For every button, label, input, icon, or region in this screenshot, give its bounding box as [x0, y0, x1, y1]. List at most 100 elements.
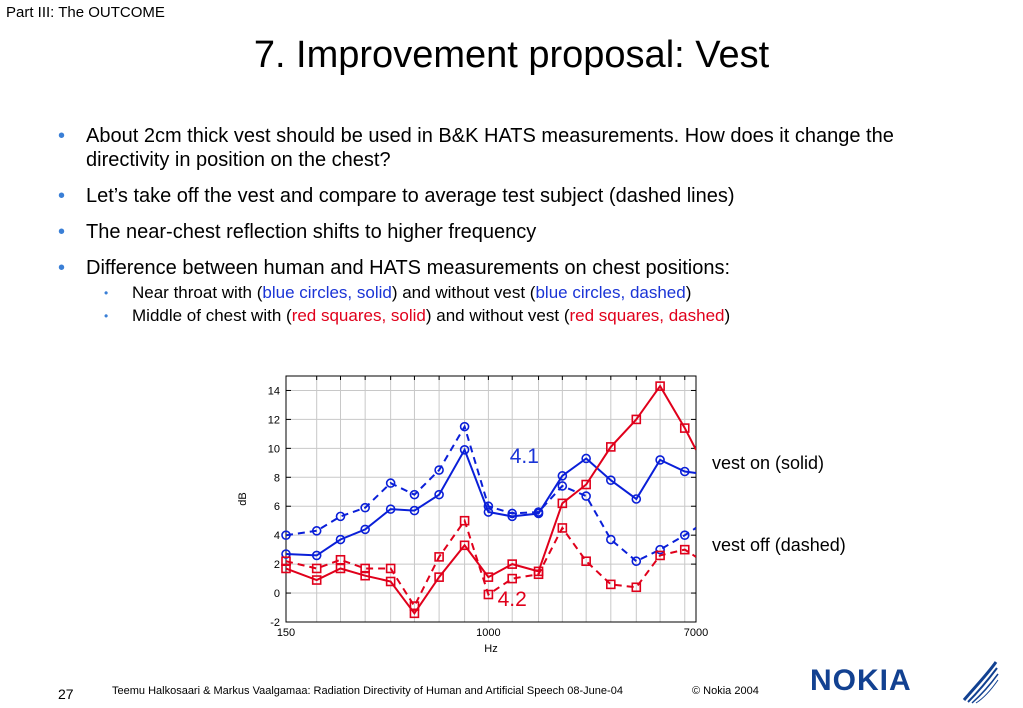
bullet-text: Let’s take off the vest and compare to a… — [86, 185, 735, 207]
bullet-item: • Difference between human and HATS measu… — [58, 256, 958, 327]
data-point-circle — [606, 534, 616, 545]
data-point-circle — [507, 508, 518, 519]
data-point-circle — [360, 502, 370, 513]
data-point-square — [507, 573, 518, 584]
y-tick-label: 12 — [268, 414, 280, 426]
data-point-circle — [679, 466, 690, 477]
data-point-square — [281, 556, 291, 567]
data-point-circle — [385, 478, 396, 488]
data-point-circle — [557, 471, 568, 481]
data-point-circle — [507, 511, 518, 522]
data-point-square — [434, 552, 444, 562]
x-tick-label: 1000 — [476, 627, 500, 639]
x-axis-label: Hz — [484, 643, 497, 655]
data-point-square — [655, 381, 665, 391]
section-label: Part III: The OUTCOME — [6, 4, 165, 21]
sub-bullet-dot-icon: • — [104, 286, 109, 300]
data-point-circle — [459, 445, 470, 455]
footer-copyright: © Nokia 2004 — [692, 685, 759, 697]
data-point-circle — [409, 505, 420, 516]
data-point-circle — [679, 530, 690, 540]
sub-bullet-highlight: red squares, solid — [291, 306, 426, 325]
sub-bullet-list: • Near throat with (blue circles, solid ) … — [104, 282, 958, 327]
note-vest-off: vest off (dashed) — [712, 535, 846, 555]
data-point-square — [409, 601, 420, 611]
data-point-square — [459, 540, 470, 551]
plot-frame — [285, 375, 697, 623]
bullet-dot-icon: • — [58, 125, 66, 147]
sub-bullet-pre: Middle of chest with ( — [132, 306, 292, 325]
page-number: 27 — [58, 686, 74, 702]
data-point-square — [679, 423, 690, 433]
chart-annotation: 4.1 — [510, 445, 539, 468]
data-point-square — [581, 479, 591, 490]
sub-bullet-item: • Middle of chest with (red squares, soli… — [104, 305, 958, 327]
data-point-square — [557, 498, 568, 509]
data-point-circle — [409, 489, 420, 500]
data-point-circle — [360, 524, 370, 535]
data-point-circle — [655, 544, 665, 555]
y-tick-label: 6 — [274, 501, 280, 513]
data-point-circle — [311, 526, 322, 536]
y-tick-label: -2 — [270, 617, 280, 629]
data-point-circle — [335, 534, 346, 545]
y-tick-label: 10 — [268, 443, 280, 455]
series-line — [286, 424, 696, 563]
sub-bullet-item: • Near throat with (blue circles, solid) … — [104, 282, 958, 304]
sub-bullet-highlight: blue circles, dashed — [535, 283, 686, 302]
x-tick-label: 7000 — [684, 627, 708, 639]
data-point-square — [434, 572, 444, 582]
data-point-square — [679, 544, 690, 555]
data-point-circle — [434, 489, 444, 500]
data-point-square — [335, 554, 346, 565]
y-tick-label: 0 — [274, 588, 280, 600]
data-point-circle — [483, 507, 494, 517]
data-point-square — [631, 414, 642, 425]
data-point-square — [655, 550, 665, 561]
data-point-square — [606, 579, 616, 590]
bullet-text: Difference between human and HATS measur… — [86, 257, 731, 279]
data-point-circle — [281, 530, 291, 540]
y-tick-label: 14 — [268, 385, 280, 397]
data-point-circle — [581, 453, 591, 464]
data-point-circle — [581, 491, 591, 501]
footer-citation: Teemu Halkosaari & Markus Vaalgamaa: Rad… — [112, 685, 623, 697]
sub-bullet-highlight: blue circles, solid — [262, 283, 392, 302]
sub-bullet-mid: ) and without vest ( — [425, 306, 570, 325]
data-point-circle — [459, 421, 470, 432]
data-point-square — [483, 589, 494, 600]
data-point-square — [507, 559, 518, 569]
bullet-item: • Let’s take off the vest and compare to … — [58, 184, 958, 208]
bullet-dot-icon: • — [58, 257, 66, 279]
data-point-square — [483, 572, 494, 582]
data-point-square — [459, 515, 470, 526]
data-point-circle — [655, 455, 665, 465]
data-point-circle — [483, 501, 494, 512]
data-point-circle — [385, 504, 396, 514]
data-point-square — [631, 582, 642, 593]
sub-bullet-pre: Near throat with ( — [132, 283, 263, 302]
data-point-circle — [631, 556, 642, 567]
data-point-circle — [533, 507, 544, 517]
data-point-square — [311, 563, 322, 574]
bullet-item: • The near-chest reflection shifts to hig… — [58, 220, 958, 244]
data-point-square — [385, 576, 396, 587]
x-tick-label: 150 — [277, 627, 295, 639]
y-axis-label: dB — [237, 492, 249, 505]
data-point-circle — [557, 481, 568, 491]
chart-annotation: 4.2 — [498, 588, 527, 611]
data-point-square — [557, 523, 568, 533]
bullet-dot-icon: • — [58, 185, 66, 207]
data-point-square — [360, 563, 370, 574]
y-tick-label: 4 — [274, 530, 280, 542]
nokia-logo: NOKIA — [810, 664, 912, 697]
data-point-circle — [335, 511, 346, 522]
bullet-list: • About 2cm thick vest should be used in … — [58, 124, 958, 328]
nokia-swoosh-icon — [962, 661, 999, 704]
sub-bullet-post: ) — [724, 306, 731, 325]
data-point-square — [385, 563, 396, 574]
data-point-square — [311, 575, 322, 585]
data-point-circle — [434, 465, 444, 475]
sub-bullet-post: ) — [685, 283, 692, 302]
data-point-circle — [606, 475, 616, 485]
